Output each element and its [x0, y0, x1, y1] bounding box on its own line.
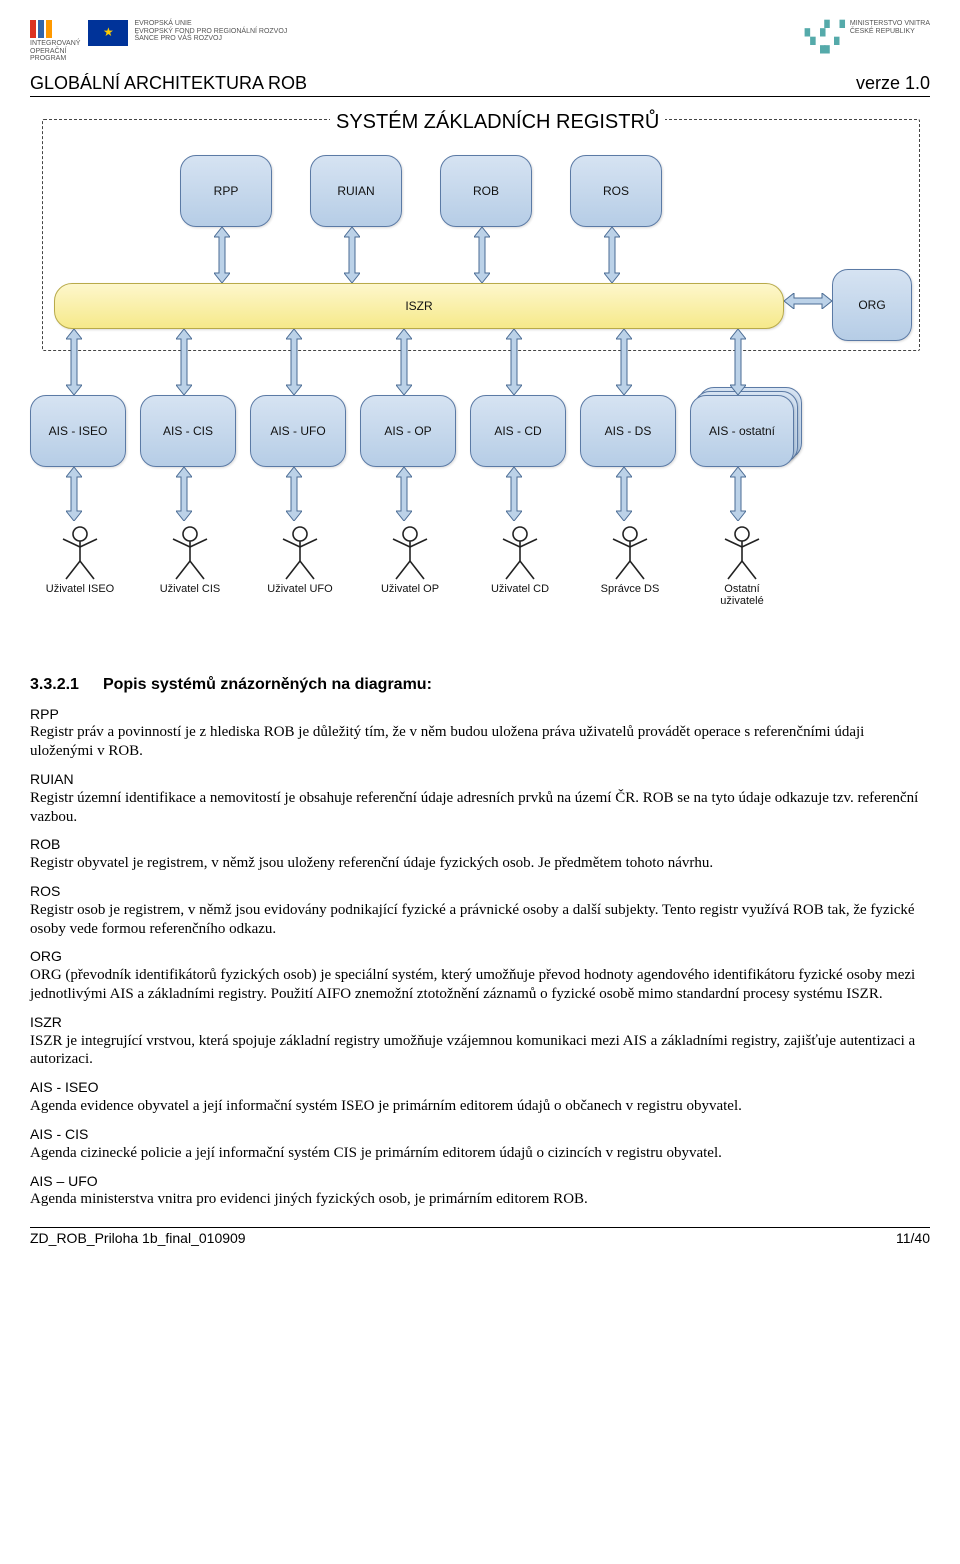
actor-label: Uživatel OP: [370, 583, 450, 595]
actor-label: Správce DS: [590, 583, 670, 595]
section-number: 3.3.2.1: [30, 675, 79, 695]
diagram-node-ais-iseo: AIS - ISEO: [30, 395, 126, 467]
footer-right: 11/40: [896, 1230, 930, 1246]
diagram-node-ruian: RUIAN: [310, 155, 402, 227]
doc-title-row: GLOBÁLNÍ ARCHITEKTURA ROB verze 1.0: [30, 73, 930, 97]
body-text: 3.3.2.1 Popis systémů znázorněných na di…: [30, 675, 930, 1209]
arrow-vertical: [66, 467, 82, 521]
terms-list: RPPRegistr práv a povinností je z hledis…: [30, 706, 930, 1210]
person-icon: [260, 525, 340, 581]
term-head: ROS: [30, 883, 930, 901]
diagram-node-rob: ROB: [440, 155, 532, 227]
arrow-vertical: [214, 227, 230, 283]
section-heading: 3.3.2.1 Popis systémů znázorněných na di…: [30, 675, 930, 695]
doc-version: verze 1.0: [856, 73, 930, 94]
term-head: AIS - CIS: [30, 1126, 930, 1144]
arrow-vertical: [506, 467, 522, 521]
footer-left: ZD_ROB_Priloha 1b_final_010909: [30, 1230, 246, 1246]
term-head: AIS - ISEO: [30, 1079, 930, 1097]
arrow-vertical: [396, 329, 412, 395]
diagram-node-rpp: RPP: [180, 155, 272, 227]
actor-label: Uživatel ISEO: [40, 583, 120, 595]
term-head: ISZR: [30, 1014, 930, 1032]
person-icon: [480, 525, 560, 581]
diagram-node-ais-ufo: AIS - UFO: [250, 395, 346, 467]
system-title: SYSTÉM ZÁKLADNÍCH REGISTRŮ: [330, 111, 665, 134]
arrow-vertical: [474, 227, 490, 283]
actor-label: Ostatní uživatelé: [702, 583, 782, 607]
term-body: Agenda evidence obyvatel a její informač…: [30, 1097, 930, 1116]
arrow-vertical: [176, 329, 192, 395]
arrow-vertical: [66, 329, 82, 395]
actor-label: Uživatel UFO: [260, 583, 340, 595]
diagram-node-ais-op: AIS - OP: [360, 395, 456, 467]
logo-eu: ★ EVROPSKÁ UNIE EVROPSKÝ FOND PRO REGION…: [88, 20, 287, 46]
actor: Správce DS: [590, 525, 670, 595]
diagram-node-ais-cis: AIS - CIS: [140, 395, 236, 467]
diagram-node-iszr: ISZR: [54, 283, 784, 329]
header-logos: INTEGROVANÝ OPERAČNÍ PROGRAM ★ EVROPSKÁ …: [30, 20, 930, 63]
diagram-node-org: ORG: [832, 269, 912, 341]
actor: Uživatel ISEO: [40, 525, 120, 595]
logos-right: ▖▗▘▝▝▗▖▘ MINISTERSTVO VNITRA ČESKÉ REPUB…: [805, 20, 930, 63]
term-head: RPP: [30, 706, 930, 724]
architecture-diagram: SYSTÉM ZÁKLADNÍCH REGISTRŮRPPRUIANROBROS…: [30, 115, 930, 635]
arrow-vertical: [604, 227, 620, 283]
logo-mv: ▖▗▘▝▝▗▖▘ MINISTERSTVO VNITRA ČESKÉ REPUB…: [805, 20, 930, 54]
arrow-vertical: [396, 467, 412, 521]
footer: ZD_ROB_Priloha 1b_final_010909 11/40: [30, 1227, 930, 1246]
actor: Uživatel UFO: [260, 525, 340, 595]
term-body: Registr obyvatel je registrem, v němž js…: [30, 854, 930, 873]
diagram-node-ais-ds: AIS - DS: [580, 395, 676, 467]
arrow-vertical: [730, 329, 746, 395]
diagram-node-ros: ROS: [570, 155, 662, 227]
logos-left: INTEGROVANÝ OPERAČNÍ PROGRAM ★ EVROPSKÁ …: [30, 20, 287, 63]
term-head: ORG: [30, 948, 930, 966]
term-body: Registr práv a povinností je z hlediska …: [30, 723, 930, 761]
term-body: Agenda cizinecké policie a její informač…: [30, 1144, 930, 1163]
mv-dots-icon: ▖▗▘▝▝▗▖▘: [805, 20, 844, 54]
person-icon: [590, 525, 670, 581]
diagram-node-ais-ost: AIS - ostatní: [690, 395, 794, 467]
arrow-vertical: [730, 467, 746, 521]
term-body: Registr osob je registrem, v němž jsou e…: [30, 901, 930, 939]
arrow-vertical: [286, 467, 302, 521]
person-icon: [150, 525, 230, 581]
eu-flag-icon: ★: [88, 20, 128, 46]
term-head: ROB: [30, 836, 930, 854]
arrow-vertical: [286, 329, 302, 395]
arrow-vertical: [176, 467, 192, 521]
term-body: ORG (převodník identifikátorů fyzických …: [30, 966, 930, 1004]
logo-eu-text: EVROPSKÁ UNIE EVROPSKÝ FOND PRO REGIONÁL…: [134, 20, 287, 43]
term-body: Registr územní identifikace a nemovitost…: [30, 789, 930, 827]
person-icon: [702, 525, 782, 581]
actor: Uživatel CIS: [150, 525, 230, 595]
section-title: Popis systémů znázorněných na diagramu:: [103, 675, 432, 695]
logo-iop: INTEGROVANÝ OPERAČNÍ PROGRAM: [30, 20, 80, 63]
actor: Uživatel OP: [370, 525, 450, 595]
actor: Uživatel CD: [480, 525, 560, 595]
diagram-node-ais-cd: AIS - CD: [470, 395, 566, 467]
term-body: Agenda ministerstva vnitra pro evidenci …: [30, 1190, 930, 1209]
actor: Ostatní uživatelé: [702, 525, 782, 607]
arrow-vertical: [616, 467, 632, 521]
arrow-vertical: [616, 329, 632, 395]
term-head: AIS – UFO: [30, 1173, 930, 1191]
logo-iop-text: INTEGROVANÝ OPERAČNÍ PROGRAM: [30, 40, 80, 63]
logo-mv-text: MINISTERSTVO VNITRA ČESKÉ REPUBLIKY: [850, 20, 930, 37]
term-head: RUIAN: [30, 771, 930, 789]
arrow-horizontal: [784, 293, 832, 309]
actor-label: Uživatel CIS: [150, 583, 230, 595]
term-body: ISZR je integrující vrstvou, která spoju…: [30, 1032, 930, 1070]
person-icon: [40, 525, 120, 581]
doc-title: GLOBÁLNÍ ARCHITEKTURA ROB: [30, 73, 307, 94]
person-icon: [370, 525, 450, 581]
arrow-vertical: [506, 329, 522, 395]
actor-label: Uživatel CD: [480, 583, 560, 595]
arrow-vertical: [344, 227, 360, 283]
